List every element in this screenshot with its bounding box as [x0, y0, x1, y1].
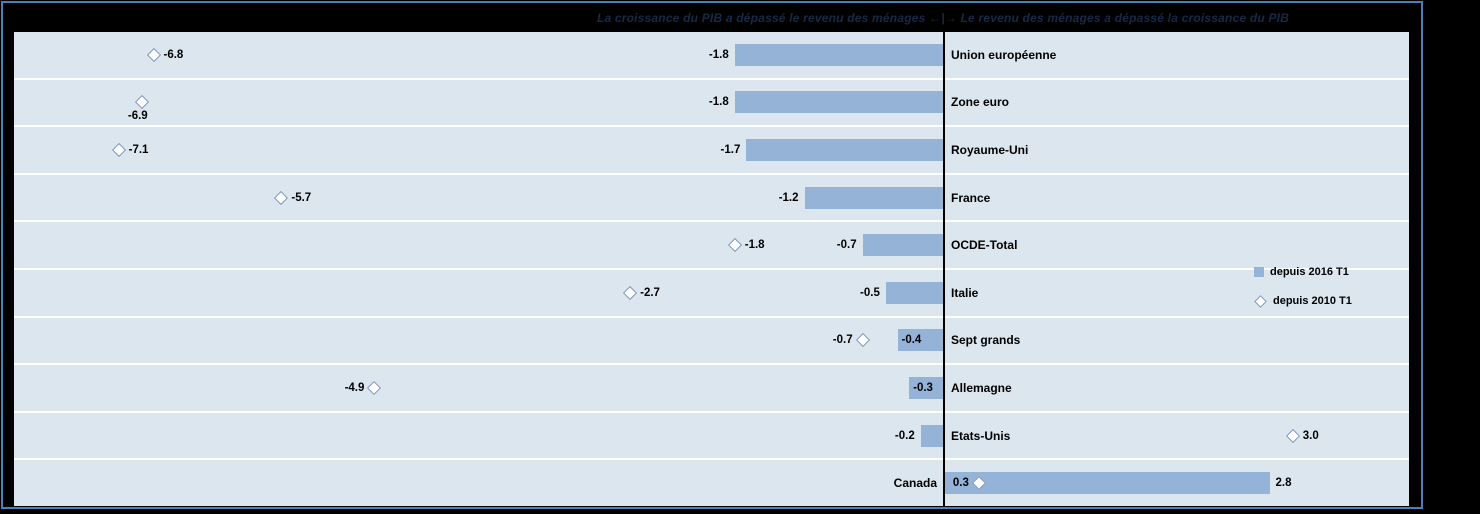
- zero-axis-line: [942, 32, 945, 506]
- diamond-marker: [111, 142, 126, 158]
- bar-value-label: -1.8: [708, 96, 729, 109]
- diamond-value-label: -2.7: [640, 286, 660, 299]
- chart-row-france: -1.2 -5.7 France: [14, 172, 1409, 221]
- bar: [734, 91, 944, 114]
- diamond-marker: [727, 238, 742, 253]
- category-label: Italie: [950, 285, 979, 300]
- chart-row-ocde-total: -0.7 -1.8 OCDE-Total: [14, 220, 1409, 268]
- category-label: Sept grands: [950, 333, 1021, 348]
- bar: [909, 376, 944, 399]
- diamond-marker: [1285, 428, 1300, 443]
- diamond-value-label: -6.9: [127, 110, 148, 123]
- diamond-marker: [146, 47, 161, 62]
- bar-value-label: -1.2: [778, 191, 799, 204]
- diamond-value-label: -6.8: [163, 48, 184, 61]
- bar: [734, 43, 944, 66]
- chart-row-royaume-uni: -1.7 -7.1 Royaume-Uni: [14, 125, 1409, 173]
- diamond-value-label: 3.0: [1302, 429, 1319, 442]
- chart-rows: -1.8 -6.8 Union européenne -1.8 -6.9 Zone eur…: [14, 32, 1409, 506]
- category-label: OCDE-Total: [950, 238, 1018, 253]
- chart-row-sept-grands: -0.4 -0.7 Sept grands: [14, 315, 1409, 364]
- bar-value-label: -0.3: [913, 381, 933, 394]
- chart-row-zone-euro: -1.8 -6.9 Zone euro: [14, 77, 1409, 126]
- legend-label: depuis 2016 T1: [1270, 266, 1349, 278]
- bar-value-label: -1.7: [720, 143, 741, 156]
- bar: [862, 234, 944, 257]
- bar: [804, 186, 944, 209]
- category-label: Etats-Unis: [950, 428, 1011, 443]
- bar-series-swatch-icon: [1254, 267, 1264, 277]
- diamond-value-label: -5.7: [291, 191, 312, 204]
- diamond-marker: [274, 190, 289, 205]
- chart-frame: La croissance du PIB a dépassé le revenu…: [1, 1, 1423, 509]
- bar: [944, 472, 1270, 495]
- diamond-value-label: -1.8: [744, 239, 765, 252]
- bar-value-label: -0.2: [894, 429, 915, 442]
- category-label: Union européenne: [950, 47, 1057, 62]
- diamond-value-label: -7.1: [128, 143, 149, 156]
- diamond-value-label: -0.7: [832, 334, 853, 347]
- diamond-marker: [367, 380, 382, 396]
- chart-row-union-europ-enne: -1.8 -6.8 Union européenne: [14, 32, 1409, 78]
- chart-row-canada: 2.8 0.3 Canada: [14, 458, 1409, 506]
- diamond-marker: [855, 333, 870, 348]
- bar: [746, 138, 944, 161]
- category-label: Allemagne: [950, 380, 1012, 395]
- legend-label: depuis 2010 T1: [1273, 295, 1352, 307]
- bar: [885, 281, 944, 304]
- bar-value-label: -1.8: [708, 48, 729, 61]
- bar: [897, 329, 944, 352]
- bar-value-label: -0.7: [836, 239, 857, 252]
- category-label: Zone euro: [950, 95, 1009, 110]
- legend-item-bars: depuis 2016 T1: [1254, 265, 1352, 279]
- legend: depuis 2016 T1 depuis 2010 T1: [1254, 265, 1352, 308]
- diamond-value-label: 0.3: [952, 477, 969, 490]
- legend-item-diamonds: depuis 2010 T1: [1254, 294, 1352, 308]
- chart-row-italie: -0.5 -2.7 Italie: [14, 267, 1409, 316]
- category-label: France: [950, 190, 991, 205]
- plot-area: -1.8 -6.8 Union européenne -1.8 -6.9 Zone eur…: [14, 32, 1409, 506]
- diamond-series-swatch-icon: [1254, 294, 1267, 308]
- chart-title: La croissance du PIB a dépassé le revenu…: [596, 11, 1290, 25]
- diamond-value-label: -4.9: [344, 381, 365, 394]
- chart-row-etats-unis: -0.2 3.0 Etats-Unis: [14, 410, 1409, 459]
- category-label: Canada: [893, 476, 938, 491]
- diamond-marker: [623, 285, 638, 300]
- bar-value-label: 2.8: [1275, 477, 1292, 490]
- diamond-marker: [134, 95, 149, 110]
- bar-value-label: -0.5: [860, 286, 880, 299]
- chart-row-allemagne: -0.3 -4.9 Allemagne: [14, 363, 1409, 411]
- bar-value-label: -0.4: [901, 334, 922, 347]
- bar: [920, 424, 944, 447]
- category-label: Royaume-Uni: [950, 142, 1029, 157]
